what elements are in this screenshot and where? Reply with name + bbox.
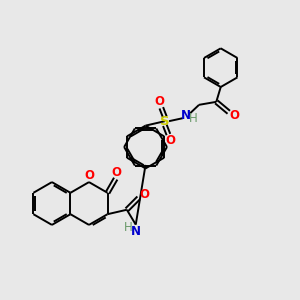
- Text: O: O: [165, 134, 175, 147]
- Text: O: O: [155, 95, 165, 108]
- Text: N: N: [131, 225, 141, 238]
- Text: N: N: [181, 109, 191, 122]
- Text: O: O: [230, 109, 240, 122]
- Text: O: O: [85, 169, 94, 182]
- Text: O: O: [139, 188, 149, 201]
- Text: H: H: [124, 221, 133, 234]
- Text: S: S: [160, 115, 170, 128]
- Text: H: H: [189, 112, 198, 125]
- Text: O: O: [111, 166, 121, 179]
